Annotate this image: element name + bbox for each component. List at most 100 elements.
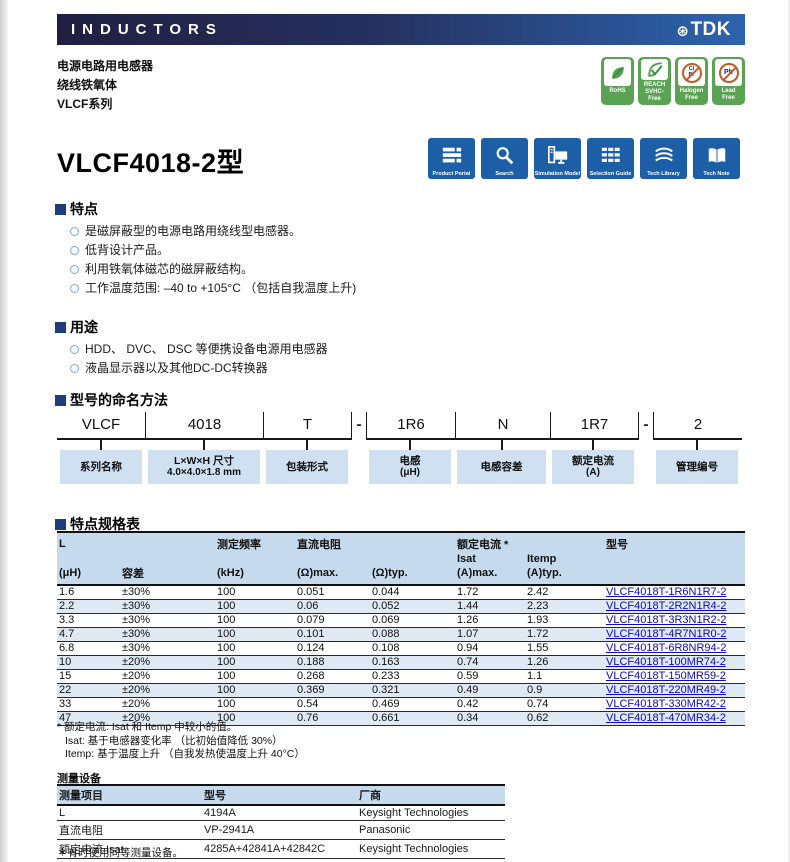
col-header-part-number: 型号: [604, 531, 745, 552]
toolbar-button-label: Simulation Model: [534, 171, 581, 177]
subtitle-line-1: 电源电路用电感器: [57, 59, 154, 73]
part-number-link[interactable]: VLCF4018T-220MR49-2: [606, 684, 726, 696]
col-header-tolerance: 容差: [120, 565, 215, 586]
list-item: 利用铁氧体磁芯的磁屏蔽结构。: [70, 260, 356, 279]
product-portal-button[interactable]: Product Portal: [428, 138, 475, 179]
part-code-label: 包装形式: [266, 450, 348, 484]
category-title: INDUCTORS: [71, 21, 223, 38]
product-subtitle: 电源电路用电感器 绕线铁氧体 VLCF系列: [57, 57, 153, 114]
toolbar-button-label: Selection Guide: [589, 171, 632, 177]
badge-label-line: Halogen: [679, 88, 704, 94]
section-square-icon: [55, 518, 66, 530]
part-number-separator: -: [643, 416, 649, 433]
reach-badge: REACH SVHC-Free: [638, 57, 671, 105]
part-code-label: 系列名称: [60, 450, 142, 484]
part-code-label: 额定电流 (A): [552, 450, 634, 484]
part-code-label: L×W×H 尺寸 4.0×4.0×1.8 mm: [148, 450, 260, 484]
table-row: 6.8 ±30% 100 0.124 0.108 0.94 1.55 VLCF4018T-6…: [57, 641, 745, 656]
toolbar-button-label: Search: [495, 171, 514, 177]
page-edge-left: [0, 0, 8, 862]
part-code-label: 电感 (μH): [369, 450, 451, 484]
circle-bullet-icon: [70, 284, 79, 293]
spec-table: L 测定频率 直流电阻 额定电流 * 型号 Isat Itemp (μH) 容差…: [57, 531, 745, 726]
part-numbering-diagram: VLCF 4018 T 系列名称 L×W×H 尺寸 4.0×4.0×1.8 mm …: [57, 412, 745, 484]
page-title: VLCF4018-2型: [57, 148, 245, 178]
part-number-link[interactable]: VLCF4018T-6R8NR94-2: [606, 642, 727, 654]
col-header-freq: 测定频率: [215, 531, 295, 552]
spec-table-heading: 特点规格表: [55, 514, 140, 534]
part-number-link[interactable]: VLCF4018T-470MR34-2: [606, 712, 726, 724]
col-header-amax: (A)max.: [455, 565, 525, 586]
selection-guide-button[interactable]: Selection Guide: [587, 138, 634, 179]
no-halogen-icon: Cl Br: [678, 59, 705, 86]
table-row: 33 ±20% 100 0.54 0.469 0.42 0.74 VLCF4018T-330…: [57, 697, 745, 712]
part-number-group: 1R6 N 1R7 电感 (μH) 电感容差 额定电流 (A): [366, 412, 639, 484]
product-portal-icon: [441, 141, 463, 171]
note-line: Isat: 基于电感器变化率 （比初始值降低 30%）: [65, 734, 283, 747]
part-number-link[interactable]: VLCF4018T-330MR42-2: [606, 698, 726, 710]
part-number-link[interactable]: VLCF4018T-2R2N1R4-2: [606, 600, 727, 612]
tech-library-button[interactable]: Tech Library: [640, 138, 687, 179]
table-row: 直流电阻 VP-2941A Panasonic: [57, 820, 505, 840]
col-header-isat: Isat: [455, 552, 525, 565]
equip-col-item: 测量项目: [57, 784, 202, 806]
tdk-logo-text: TDK: [690, 18, 731, 40]
col-header-atyp: (A)typ.: [525, 565, 604, 586]
toolbar-button-label: Tech Library: [647, 171, 680, 177]
part-code-label: 管理编号: [656, 450, 738, 484]
tech-note-button[interactable]: Tech Note: [693, 138, 740, 179]
search-button[interactable]: Search: [481, 138, 528, 179]
part-number-link[interactable]: VLCF4018T-3R3N1R2-2: [606, 614, 727, 626]
part-number-link[interactable]: VLCF4018T-100MR74-2: [606, 656, 726, 668]
col-header-itemp: Itemp: [525, 552, 604, 565]
col-header-l: L: [57, 531, 120, 552]
rated-current-notes: * 额定电流: Isat 和 Itemp 中较小的值。 Isat: 基于电感器变…: [57, 721, 305, 762]
part-code-label: 电感容差: [457, 450, 546, 484]
part-number-group: 2 管理编号: [653, 412, 742, 484]
part-number-link[interactable]: VLCF4018T-150MR59-2: [606, 670, 726, 682]
section-square-icon: [55, 394, 66, 406]
table-row: 10 ±20% 100 0.188 0.163 0.74 1.26 VLCF4018T-10…: [57, 655, 745, 670]
badge-label-line: RoHS: [609, 88, 626, 94]
part-number-link[interactable]: VLCF4018T-4R7N1R0-2: [606, 628, 727, 640]
circle-bullet-icon: [70, 246, 79, 255]
part-number-link[interactable]: VLCF4018T-1R6N1R7-2: [606, 586, 727, 599]
badge-label-line: Free: [722, 95, 735, 101]
badge-label-line: Lead: [721, 88, 736, 94]
part-code: 4018: [145, 412, 263, 438]
part-code: 2: [693, 416, 703, 433]
table-row: 3.3 ±30% 100 0.079 0.069 1.26 1.93 VLCF4018T-3…: [57, 613, 745, 628]
simulation-model-button[interactable]: Simulation Model: [534, 138, 581, 179]
list-item: 工作温度范围: –40 to +105°C （包括自我温度上升): [70, 279, 356, 298]
table-row: 22 ±20% 100 0.369 0.321 0.49 0.9 VLCF4018T-220…: [57, 683, 745, 698]
part-number-group: VLCF 4018 T 系列名称 L×W×H 尺寸 4.0×4.0×1.8 mm …: [57, 412, 352, 484]
badge-label-line: Free: [685, 95, 698, 101]
no-lead-icon: Pb: [715, 59, 742, 86]
tech-note-icon: [706, 141, 728, 171]
list-item: 低背设计产品。: [70, 241, 356, 260]
part-code: T: [263, 412, 351, 438]
tdk-logo-mark: ⊛: [676, 22, 690, 40]
col-header-uh: (μH): [57, 565, 120, 586]
col-header-khz: (kHz): [215, 565, 295, 586]
leaf-check-icon: [641, 59, 668, 80]
part-code: 1R7: [550, 412, 638, 438]
equip-col-maker: 厂商: [357, 784, 505, 806]
part-code: 1R6: [397, 416, 425, 433]
search-icon: [494, 141, 516, 171]
equipment-footnote: ＊有时使用同等测量设备。: [57, 847, 183, 859]
features-list: 是磁屏蔽型的电源电路用绕线型电感器。 低背设计产品。 利用铁氧体磁芯的磁屏蔽结构…: [70, 222, 356, 298]
note-line: * 额定电流: Isat 和 Itemp 中较小的值。: [57, 721, 238, 733]
applications-heading: 用途: [55, 317, 98, 337]
list-item: 是磁屏蔽型的电源电路用绕线型电感器。: [70, 222, 356, 241]
toolbar-button-label: Tech Note: [703, 171, 730, 177]
subtitle-line-3: VLCF系列: [57, 97, 113, 111]
lead-free-badge: Pb Lead Free: [712, 57, 745, 105]
list-item: HDD、 DVC、 DSC 等便携设备电源用电感器: [70, 340, 328, 359]
resource-toolbar: Product Portal Search Simulation Model S…: [428, 138, 740, 179]
simulation-model-icon: [547, 141, 569, 171]
tdk-logo: ⊛ TDK: [676, 19, 731, 41]
table-row: L 4194A Keysight Technologies: [57, 805, 505, 821]
badge-label-line: REACH: [643, 82, 666, 88]
